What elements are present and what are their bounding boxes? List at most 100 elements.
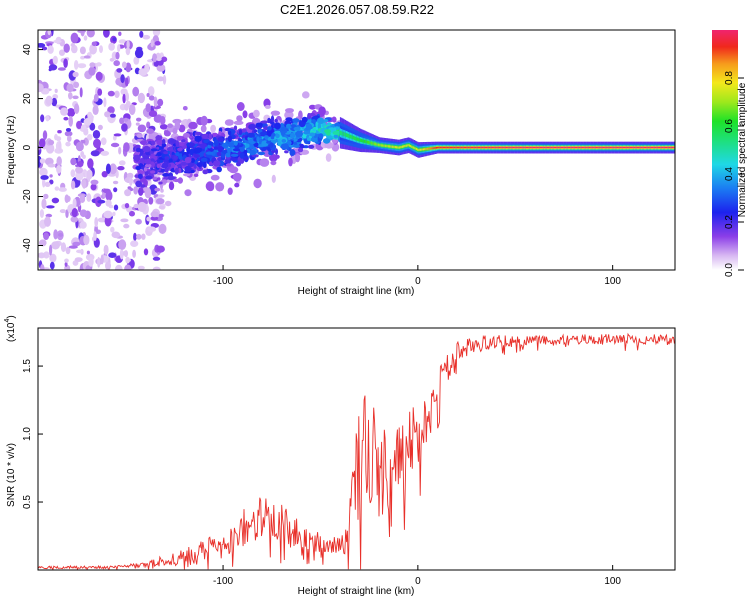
heatmap-cell	[174, 120, 181, 130]
snr-line	[38, 332, 675, 570]
heatmap-cell	[112, 135, 117, 141]
heatmap-cell	[415, 147, 418, 151]
heatmap-cell	[490, 146, 493, 149]
heatmap-cell	[135, 157, 140, 162]
heatmap-cell	[431, 147, 433, 150]
heatmap-cell	[150, 216, 159, 221]
heatmap-cell	[445, 146, 447, 149]
heatmap-cell	[193, 163, 197, 169]
heatmap-cell	[181, 139, 186, 143]
heatmap-y-tick-label: 20	[22, 93, 33, 105]
heatmap-cell	[113, 133, 122, 137]
heatmap-cell	[210, 174, 220, 181]
heatmap-cell	[150, 170, 156, 174]
heatmap-cell	[152, 30, 161, 37]
heatmap-cell	[475, 146, 477, 149]
heatmap-cell	[453, 146, 455, 149]
heatmap-cell	[293, 126, 301, 131]
heatmap-cell	[124, 77, 129, 87]
heatmap-cell	[227, 135, 232, 143]
heatmap-cell	[652, 146, 654, 149]
heatmap-cell	[659, 146, 661, 149]
heatmap-cell	[440, 146, 442, 149]
heatmap-cell	[72, 198, 77, 209]
heatmap-cell	[270, 139, 279, 143]
heatmap-cell	[157, 98, 164, 107]
heatmap-cell	[137, 173, 143, 179]
heatmap-cell	[152, 176, 157, 181]
heatmap-cell	[406, 144, 408, 147]
heatmap-cell	[125, 62, 132, 73]
heatmap-cell	[404, 145, 406, 148]
heatmap-cell	[248, 123, 257, 130]
heatmap-cell	[88, 66, 96, 76]
heatmap-cell	[44, 216, 51, 227]
heatmap-cell	[188, 121, 198, 130]
heatmap-cell	[519, 146, 522, 149]
heatmap-cell	[339, 130, 342, 135]
heatmap-cell	[174, 167, 179, 175]
heatmap-cell	[376, 143, 378, 146]
heatmap-cell	[184, 156, 192, 164]
heatmap-cell	[265, 130, 273, 137]
heatmap-cell	[128, 104, 136, 116]
heatmap-cell	[86, 169, 93, 180]
heatmap-cell	[424, 148, 426, 151]
heatmap-cell	[600, 146, 602, 149]
snr-y-tick-label: 0.5	[22, 495, 33, 509]
heatmap-cell	[587, 146, 590, 149]
heatmap-cell	[227, 147, 231, 154]
heatmap-cell	[534, 146, 536, 149]
heatmap-cell	[205, 151, 214, 155]
heatmap-cell	[535, 146, 537, 149]
heatmap-cell	[236, 115, 243, 122]
heatmap-cell	[477, 146, 480, 149]
heatmap-cell	[590, 146, 592, 149]
heatmap-cell	[608, 146, 611, 149]
heatmap-cell	[626, 146, 628, 149]
heatmap-cell	[159, 124, 168, 130]
heatmap-cell	[389, 145, 391, 148]
heatmap-cell	[446, 146, 448, 149]
heatmap-cell	[394, 146, 397, 149]
heatmap-cell	[327, 122, 332, 126]
heatmap-cell	[172, 127, 178, 134]
heatmap-cell	[379, 144, 382, 147]
heatmap-cell	[194, 131, 202, 136]
heatmap-cell	[244, 132, 249, 135]
heatmap-cell	[83, 128, 89, 136]
heatmap-cell	[521, 146, 523, 149]
heatmap-cell	[236, 161, 241, 167]
heatmap-cell	[63, 58, 68, 68]
heatmap-cell	[60, 242, 67, 253]
heatmap-cell	[105, 199, 112, 207]
heatmap-cell	[354, 136, 356, 140]
heatmap-cell	[439, 146, 441, 149]
heatmap-cell	[58, 187, 67, 192]
heatmap-cell	[86, 30, 95, 38]
heatmap-cell	[666, 146, 668, 149]
heatmap-cell	[137, 92, 145, 104]
heatmap-cell	[247, 132, 255, 138]
heatmap-cell	[213, 146, 218, 150]
heatmap-cell	[133, 203, 139, 209]
heatmap-cell	[386, 145, 389, 148]
heatmap-cell	[200, 125, 207, 133]
heatmap-cell	[357, 137, 359, 142]
heatmap-cell	[275, 148, 278, 156]
heatmap-cell	[401, 145, 404, 148]
heatmap-cell	[397, 146, 399, 149]
heatmap-cell	[422, 148, 425, 151]
heatmap-cell	[42, 130, 48, 140]
heatmap-cell	[148, 197, 154, 205]
heatmap-cell	[70, 180, 76, 190]
heatmap-cell	[541, 146, 543, 149]
heatmap-cell	[441, 146, 443, 149]
heatmap-cell	[182, 106, 188, 111]
heatmap-cell	[156, 63, 166, 72]
heatmap-cell	[132, 249, 137, 258]
heatmap-cell	[344, 132, 346, 137]
heatmap-cell	[511, 146, 514, 149]
heatmap-cell	[454, 146, 456, 149]
